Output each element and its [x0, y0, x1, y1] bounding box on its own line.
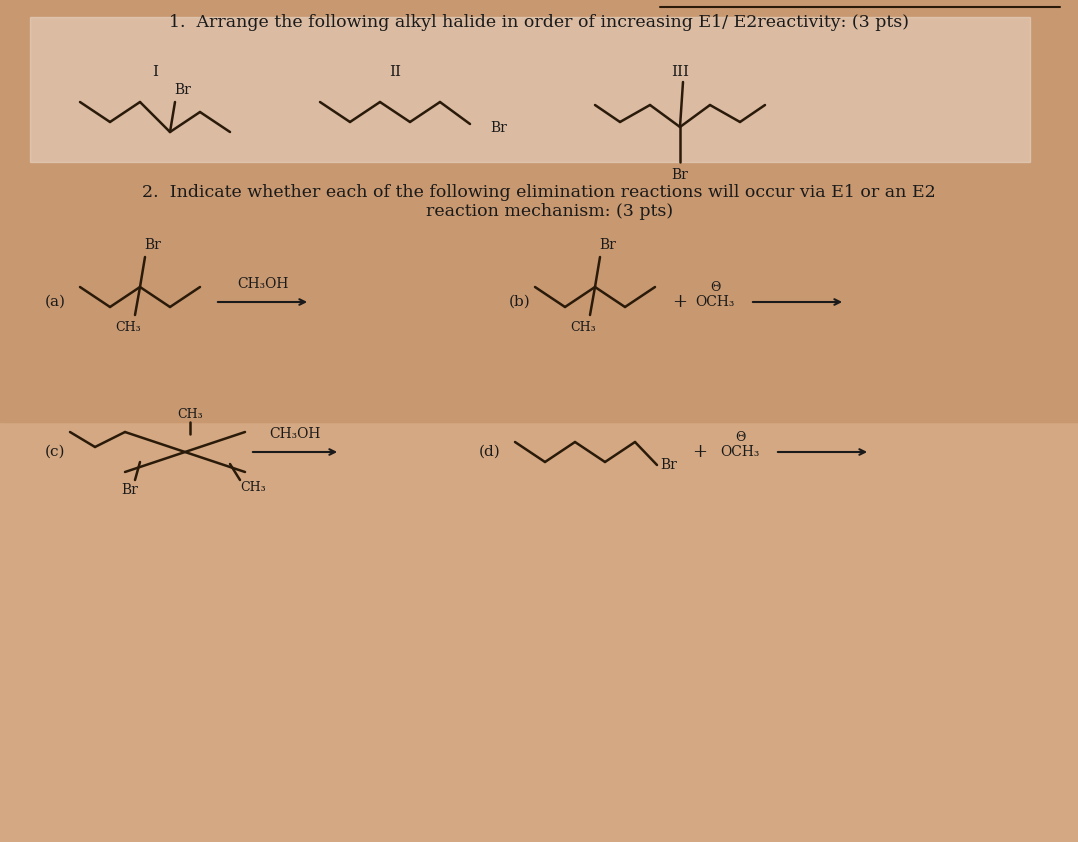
Text: OCH₃: OCH₃ — [695, 295, 735, 309]
Text: CH₃: CH₃ — [240, 481, 265, 493]
Text: CH₃OH: CH₃OH — [237, 277, 289, 291]
Text: +: + — [673, 293, 688, 311]
Text: CH₃: CH₃ — [177, 408, 203, 420]
Text: Br: Br — [122, 483, 138, 497]
Text: (b): (b) — [509, 295, 530, 309]
Text: II: II — [389, 65, 401, 79]
Text: Θ: Θ — [735, 430, 745, 444]
Text: Br: Br — [660, 458, 677, 472]
Text: CH₃OH: CH₃OH — [270, 427, 320, 441]
Text: I: I — [152, 65, 158, 79]
Text: (d): (d) — [479, 445, 501, 459]
Bar — [0, 0, 1078, 422]
Text: Θ: Θ — [709, 280, 720, 294]
Text: III: III — [671, 65, 689, 79]
Text: Br: Br — [490, 121, 507, 135]
Text: CH₃: CH₃ — [115, 321, 141, 333]
Text: 2.  Indicate whether each of the following elimination reactions will occur via : 2. Indicate whether each of the followin… — [142, 184, 936, 221]
Bar — [30, 17, 1029, 162]
Text: Br: Br — [672, 168, 689, 182]
Text: Br: Br — [144, 238, 162, 252]
Text: Br: Br — [599, 238, 617, 252]
Text: Br: Br — [175, 83, 192, 97]
Text: 1.  Arrange the following alkyl halide in order of increasing E1/ E2reactivity: : 1. Arrange the following alkyl halide in… — [169, 13, 909, 30]
Text: (c): (c) — [45, 445, 66, 459]
Text: (a): (a) — [44, 295, 66, 309]
Text: CH₃: CH₃ — [570, 321, 596, 333]
Text: +: + — [692, 443, 707, 461]
Text: OCH₃: OCH₃ — [720, 445, 760, 459]
